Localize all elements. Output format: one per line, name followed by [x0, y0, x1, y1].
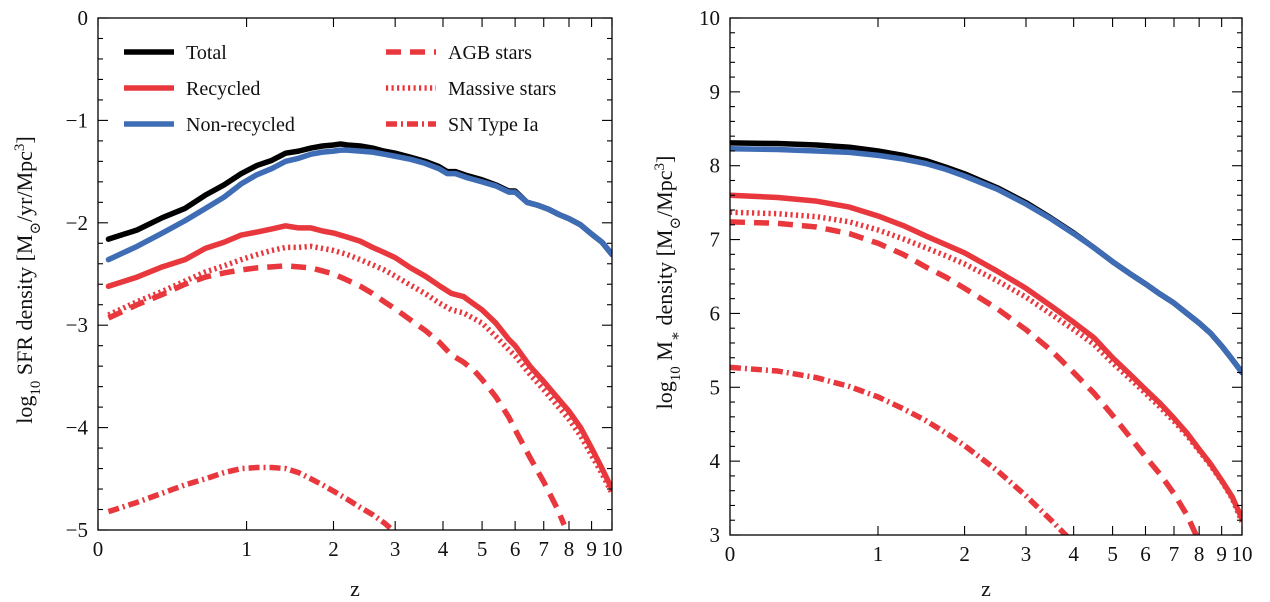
legend-item-snia: SN Type Ia: [386, 114, 539, 136]
y-tick-label: −4: [66, 416, 89, 440]
series-line-massive: [730, 209, 1242, 523]
legend-item-total: Total: [124, 42, 227, 64]
x-tick-label: 3: [390, 537, 401, 561]
series-group: [105, 141, 612, 530]
x-tick-label: 5: [1107, 542, 1118, 566]
x-tick-label: 5: [477, 537, 488, 561]
y-tick-label: 8: [710, 154, 721, 178]
x-tick-label: 7: [1169, 542, 1180, 566]
x-tick-label: 6: [1140, 542, 1151, 566]
legend-label-total: Total: [186, 42, 227, 64]
x-tick-label: 4: [1068, 542, 1079, 566]
series-line-snia: [107, 464, 395, 530]
x-tick-label: 10: [602, 537, 623, 561]
y-axis-label: log10 SFR density [M⊙/yr/Mpc3]: [12, 136, 44, 424]
series-line-nonrecycled: [730, 145, 1242, 376]
y-tick-label: 0: [78, 6, 89, 30]
y-tick-label: 7: [710, 228, 721, 252]
x-tick-label: 10: [1232, 542, 1253, 566]
y-tick-label: 5: [710, 375, 721, 399]
series-line-massive: [107, 243, 612, 495]
legend-item-recycled: Recycled: [124, 78, 260, 100]
series-line-nonrecycled: [105, 147, 612, 263]
legend-label-recycled: Recycled: [186, 78, 260, 100]
x-tick-label: 2: [959, 542, 970, 566]
x-tick-label: 8: [1194, 542, 1205, 566]
y-tick-label: 6: [710, 301, 721, 325]
x-axis-label: z: [981, 576, 991, 601]
x-tick-label: 2: [328, 537, 339, 561]
x-tick-label: 1: [873, 542, 884, 566]
sfr-density-panel: 0 1 2 3 4 5 6 7 8 9 10 0 −1 −2 −3 −4 −5 z log10 SFR densit…: [12, 6, 623, 601]
legend-label-agb: AGB stars: [448, 42, 532, 64]
x-tick-label: 3: [1021, 542, 1032, 566]
legend-item-massive: Massive stars: [386, 78, 557, 100]
x-tick-label: 4: [438, 537, 449, 561]
x-tick-label: 7: [538, 537, 549, 561]
x-tick-label: 0: [725, 542, 736, 566]
y-tick-label: −5: [66, 518, 88, 542]
legend-item-agb: AGB stars: [386, 42, 532, 64]
series-line-agb: [730, 219, 1200, 535]
series-line-agb: [107, 263, 567, 526]
y-tick-label: 3: [710, 523, 721, 547]
legend-label-nonrecycled: Non-recycled: [186, 114, 295, 136]
series-line-recycled: [730, 192, 1242, 522]
series-group: [730, 140, 1242, 535]
series-line-total: [730, 140, 1242, 376]
series-line-total: [105, 141, 612, 258]
x-axis-label: z: [350, 576, 360, 601]
x-tick-label: 9: [586, 537, 597, 561]
y-tick-label: 4: [710, 449, 721, 473]
y-tick-label: −1: [66, 108, 88, 132]
series-line-snia: [730, 364, 1070, 535]
legend-label-massive: Massive stars: [448, 78, 557, 100]
legend: Total Recycled Non-recycled AGB stars Massiv…: [124, 42, 557, 136]
x-tick-label: 1: [241, 537, 252, 561]
legend-label-snia: SN Type Ia: [448, 114, 539, 136]
y-tick-label: 10: [699, 6, 720, 30]
plot-frame: [729, 17, 1243, 536]
y-tick-label: −2: [66, 211, 88, 235]
plot-frame: [97, 17, 613, 531]
x-tick-label: 8: [564, 537, 575, 561]
y-axis-label: log10 M∗ density [M⊙/Mpc3]: [652, 156, 684, 410]
y-tick-label: −3: [66, 313, 88, 337]
y-tick-label: 9: [710, 80, 721, 104]
series-line-recycled: [105, 223, 612, 492]
x-tick-label: 9: [1216, 542, 1227, 566]
x-tick-label: 6: [510, 537, 521, 561]
x-tick-label: 0: [93, 537, 104, 561]
legend-item-nonrecycled: Non-recycled: [124, 114, 295, 136]
